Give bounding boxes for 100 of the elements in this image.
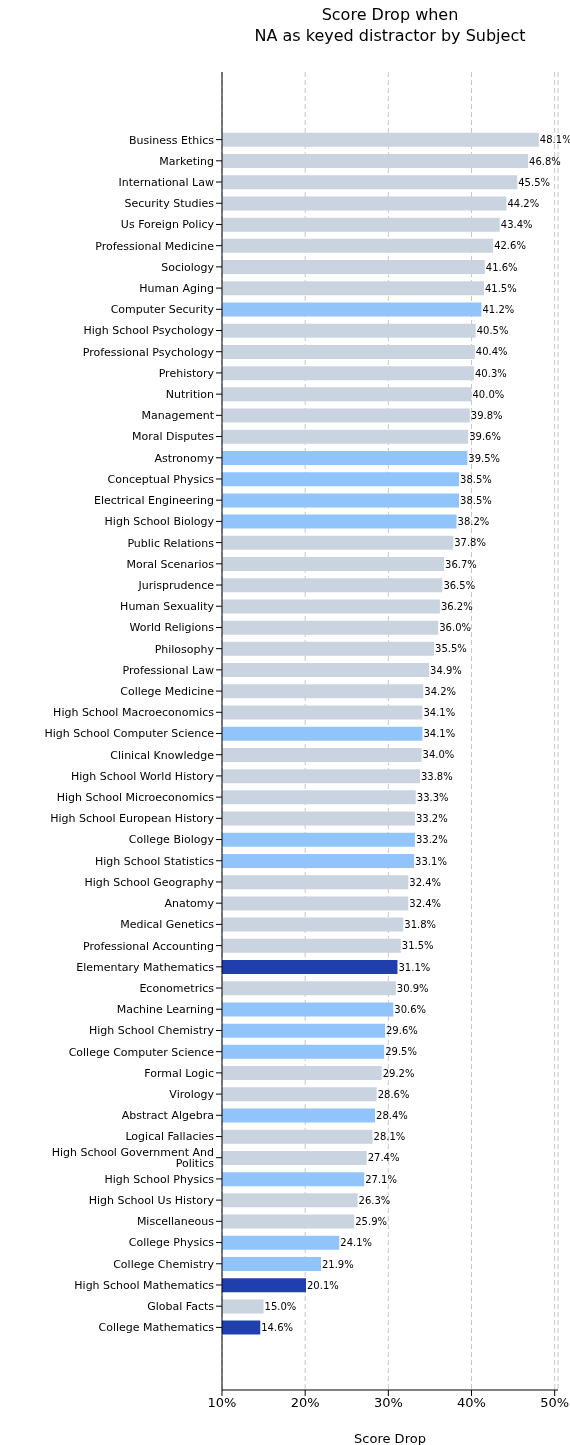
y-tick-label: Econometrics xyxy=(139,981,215,995)
y-tick-label: Professional Law xyxy=(122,663,214,677)
data-label: 42.6% xyxy=(494,240,526,252)
data-label: 29.6% xyxy=(386,1025,418,1037)
data-label: 27.1% xyxy=(365,1173,397,1185)
y-tick-label: Astronomy xyxy=(154,451,215,465)
data-label: 31.1% xyxy=(398,961,431,973)
data-label: 34.9% xyxy=(430,664,462,676)
y-tick-label: Abstract Algebra xyxy=(121,1109,214,1123)
data-label: 15.0% xyxy=(264,1300,297,1312)
y-tick-label: Marketing xyxy=(159,154,214,168)
y-tick-label: Management xyxy=(141,409,215,423)
y-tick-label: Anatomy xyxy=(164,897,215,911)
y-tick-label: Virology xyxy=(169,1087,215,1101)
y-tick-label: Nutrition xyxy=(165,388,215,402)
data-label: 45.5% xyxy=(518,176,551,188)
data-label: 29.5% xyxy=(385,1046,417,1058)
data-label: 40.4% xyxy=(475,346,508,358)
data-label: 28.1% xyxy=(373,1131,406,1143)
y-tick-label: Conceptual Physics xyxy=(107,472,215,486)
y-tick-label: Professional Medicine xyxy=(95,239,215,253)
y-tick-label: College Biology xyxy=(128,833,215,847)
y-tick-label: High School Chemistry xyxy=(88,1024,215,1038)
data-label: 41.2% xyxy=(482,304,515,316)
y-tick-label: World Religions xyxy=(129,621,215,635)
data-label: 36.2% xyxy=(440,601,473,612)
y-tick-label: High School Mathematics xyxy=(74,1278,215,1292)
data-label: 28.4% xyxy=(376,1110,408,1122)
y-tick-label: Business Ethics xyxy=(128,133,215,147)
data-label: 33.8% xyxy=(420,770,453,782)
data-label: 41.6% xyxy=(485,261,518,273)
y-tick-label: Clinical Knowledge xyxy=(110,748,215,762)
data-label: 40.5% xyxy=(476,325,509,337)
data-label: 38.2% xyxy=(457,516,490,528)
data-label: 34.0% xyxy=(422,749,455,761)
y-tick-label: Philosophy xyxy=(154,642,215,656)
data-label: 38.5% xyxy=(460,473,492,485)
y-tick-label: Moral Scenarios xyxy=(126,557,215,571)
data-label: 31.8% xyxy=(404,919,437,931)
data-label: 24.1% xyxy=(340,1237,373,1249)
data-label: 35.5% xyxy=(435,643,467,655)
data-label: 21.9% xyxy=(321,1258,354,1270)
data-label: 29.2% xyxy=(382,1067,415,1079)
y-tick-label: College Chemistry xyxy=(113,1257,215,1271)
y-tick-label: International Law xyxy=(118,175,214,189)
y-tick-label: Sociology xyxy=(161,260,215,274)
data-label: 26.3% xyxy=(358,1194,391,1206)
y-tick-label: High School Microeconomics xyxy=(56,791,215,805)
y-tick-label: High School Computer Science xyxy=(44,727,215,741)
y-tick-label: Machine Learning xyxy=(116,1003,214,1017)
y-tick-label: College Medicine xyxy=(120,684,215,698)
y-tick-label: High School European History xyxy=(50,812,215,826)
y-tick-label: Moral Disputes xyxy=(131,430,215,444)
y-tick-label: Security Studies xyxy=(124,197,215,211)
x-tick-label: 30% xyxy=(373,1395,403,1411)
y-tick-label: High School Us History xyxy=(88,1194,215,1208)
data-label: 25.9% xyxy=(355,1216,388,1228)
data-label: 34.1% xyxy=(423,728,456,740)
data-label: 41.5% xyxy=(484,282,517,294)
data-label: 30.6% xyxy=(394,1004,427,1015)
y-tick-label: High School Statistics xyxy=(94,854,215,868)
data-label: 36.7% xyxy=(445,558,477,570)
data-label: 46.8% xyxy=(529,155,561,167)
data-label: 38.5% xyxy=(460,494,492,506)
y-tick-label: Human Aging xyxy=(139,281,214,295)
x-axis-title: Score Drop xyxy=(354,1431,426,1445)
y-tick-label: Elementary Mathematics xyxy=(76,960,215,974)
data-label: 27.4% xyxy=(367,1152,400,1164)
data-label: 28.6% xyxy=(377,1088,410,1100)
data-label: 33.3% xyxy=(416,791,449,803)
y-tick-label: Global Facts xyxy=(147,1300,215,1314)
x-tick-label: 20% xyxy=(290,1395,320,1411)
data-label: 33.2% xyxy=(415,834,448,846)
y-tick-label: Human Sexuality xyxy=(120,600,215,614)
y-tick-label: Miscellaneous xyxy=(136,1215,215,1229)
data-label: 43.4% xyxy=(500,219,533,231)
y-tick-label: High School Biology xyxy=(104,515,215,529)
data-label: 14.6% xyxy=(261,1322,294,1334)
data-label: 37.8% xyxy=(454,537,486,549)
data-label: 39.6% xyxy=(469,431,501,443)
y-tick-label: Formal Logic xyxy=(144,1066,214,1080)
data-label: 33.2% xyxy=(415,813,448,825)
y-tick-label: Medical Genetics xyxy=(120,918,215,932)
y-tick-label: High School Geography xyxy=(84,875,215,889)
x-tick-label: 40% xyxy=(457,1395,486,1411)
y-tick-label: High School Macroeconomics xyxy=(53,706,215,720)
y-tick-label: Electrical Engineering xyxy=(93,494,214,508)
y-tick-label: High School Government And Politics xyxy=(51,1146,215,1171)
y-tick-label: Prehistory xyxy=(158,366,215,380)
y-tick-label: Professional Accounting xyxy=(82,939,214,953)
y-tick-label: High School World History xyxy=(71,769,215,783)
y-tick-label: Us Foreign Policy xyxy=(120,218,215,232)
y-tick-label: Logical Fallacies xyxy=(125,1130,215,1144)
data-label: 32.4% xyxy=(409,876,442,888)
y-tick-label: College Computer Science xyxy=(68,1045,215,1059)
x-tick-label: 10% xyxy=(207,1395,237,1411)
y-tick-label: Public Relations xyxy=(127,536,215,550)
data-label: 36.0% xyxy=(439,622,472,634)
data-label: 39.8% xyxy=(470,410,503,422)
y-tick-label: Computer Security xyxy=(110,303,215,317)
